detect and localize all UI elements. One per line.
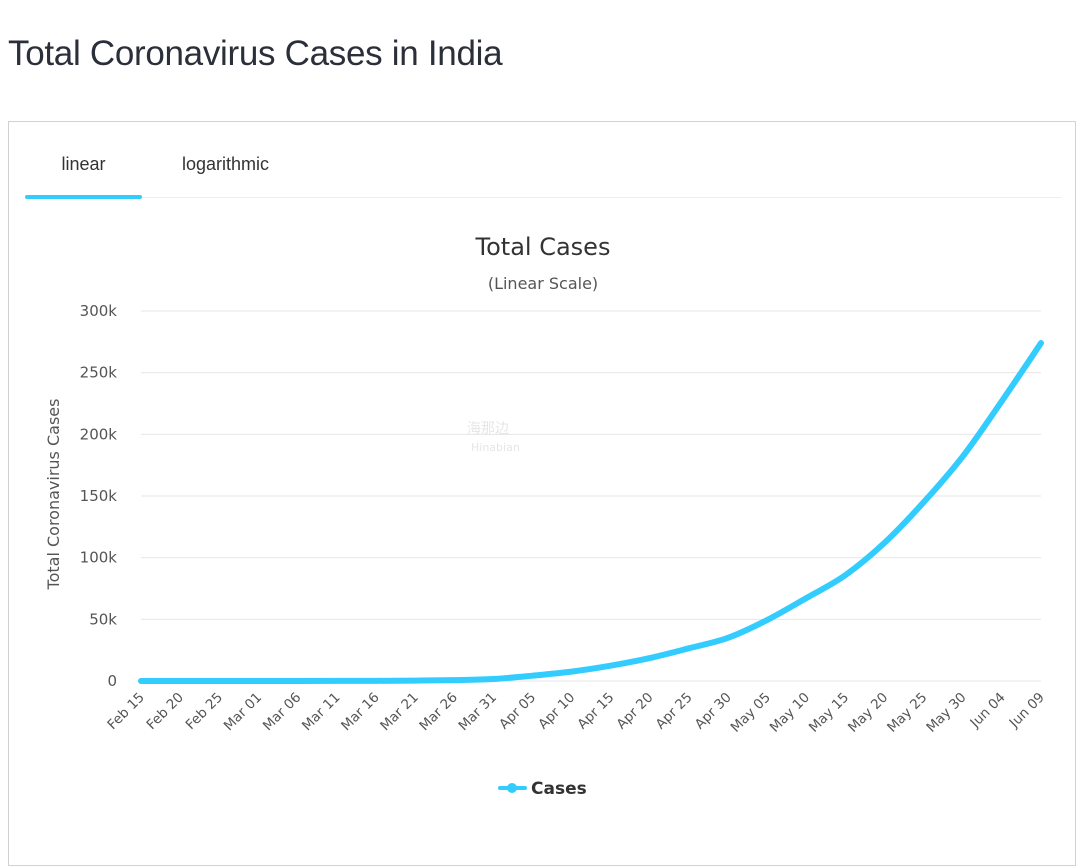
watermark: 海那边 Hinabian bbox=[467, 421, 520, 454]
x-tick-label: Mar 11 bbox=[299, 690, 344, 735]
x-tick-label: May 25 bbox=[884, 690, 930, 736]
y-axis-ticks: 0 50k 100k 150k 200k 250k 300k bbox=[80, 302, 118, 690]
gridlines bbox=[141, 310, 1041, 682]
x-tick-label: Mar 01 bbox=[221, 690, 266, 735]
x-tick-label: Apr 10 bbox=[535, 690, 578, 733]
active-tab-indicator bbox=[25, 195, 142, 199]
y-tick-label: 250k bbox=[80, 364, 118, 382]
y-axis-label: Total Coronavirus Cases bbox=[44, 399, 63, 591]
x-tick-label: May 20 bbox=[845, 690, 891, 736]
y-tick-label: 200k bbox=[80, 425, 118, 443]
x-tick-label: Jun 04 bbox=[967, 690, 1009, 732]
x-tick-label: Apr 25 bbox=[653, 690, 696, 733]
chart-card: linear logarithmic 海那边 Hinabian Total Ca… bbox=[8, 121, 1076, 866]
x-tick-label: Mar 06 bbox=[260, 690, 305, 735]
watermark-text-cn: 海那边 bbox=[467, 421, 509, 437]
total-cases-chart: 海那边 Hinabian Total Cases (Linear Scale) … bbox=[44, 233, 1048, 799]
x-tick-label: Apr 15 bbox=[574, 690, 617, 733]
x-tick-label: Mar 16 bbox=[338, 690, 383, 735]
y-tick-label: 150k bbox=[80, 487, 118, 505]
tab-logarithmic[interactable]: logarithmic bbox=[182, 154, 270, 174]
x-tick-label: May 15 bbox=[806, 690, 852, 736]
legend[interactable]: Cases bbox=[498, 779, 587, 799]
x-tick-label: Jun 09 bbox=[1006, 690, 1048, 732]
scale-tabs: linear logarithmic bbox=[25, 122, 1061, 199]
y-tick-label: 100k bbox=[80, 549, 118, 567]
y-tick-label: 50k bbox=[89, 610, 117, 628]
y-tick-label: 300k bbox=[80, 302, 118, 320]
x-tick-label: Feb 25 bbox=[183, 690, 226, 733]
watermark-text-en: Hinabian bbox=[471, 441, 520, 454]
series-line-cases bbox=[138, 340, 1044, 684]
page-title: Total Coronavirus Cases in India bbox=[8, 34, 503, 73]
x-tick-label: Mar 26 bbox=[416, 690, 461, 735]
tab-linear[interactable]: linear bbox=[61, 154, 106, 174]
chart-subtitle: (Linear Scale) bbox=[488, 274, 598, 293]
x-tick-label: Mar 21 bbox=[377, 690, 422, 735]
x-tick-label: May 05 bbox=[728, 690, 774, 736]
series-cases bbox=[138, 340, 1044, 684]
y-tick-label: 0 bbox=[107, 672, 117, 690]
x-tick-label: May 10 bbox=[767, 690, 813, 736]
x-tick-label: May 30 bbox=[923, 690, 969, 736]
x-tick-label: Feb 15 bbox=[104, 690, 147, 733]
x-tick-label: Feb 20 bbox=[144, 690, 187, 733]
legend-marker bbox=[507, 783, 517, 793]
chart-title: Total Cases bbox=[475, 233, 611, 261]
x-tick-label: Apr 05 bbox=[496, 690, 539, 733]
legend-label-cases[interactable]: Cases bbox=[531, 779, 587, 799]
x-tick-label: Apr 20 bbox=[614, 690, 657, 733]
x-tick-label: Mar 31 bbox=[455, 690, 500, 735]
